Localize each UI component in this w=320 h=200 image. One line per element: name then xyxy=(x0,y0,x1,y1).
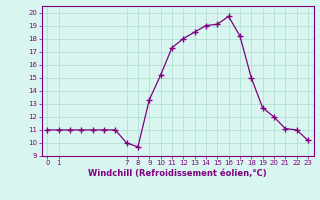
X-axis label: Windchill (Refroidissement éolien,°C): Windchill (Refroidissement éolien,°C) xyxy=(88,169,267,178)
